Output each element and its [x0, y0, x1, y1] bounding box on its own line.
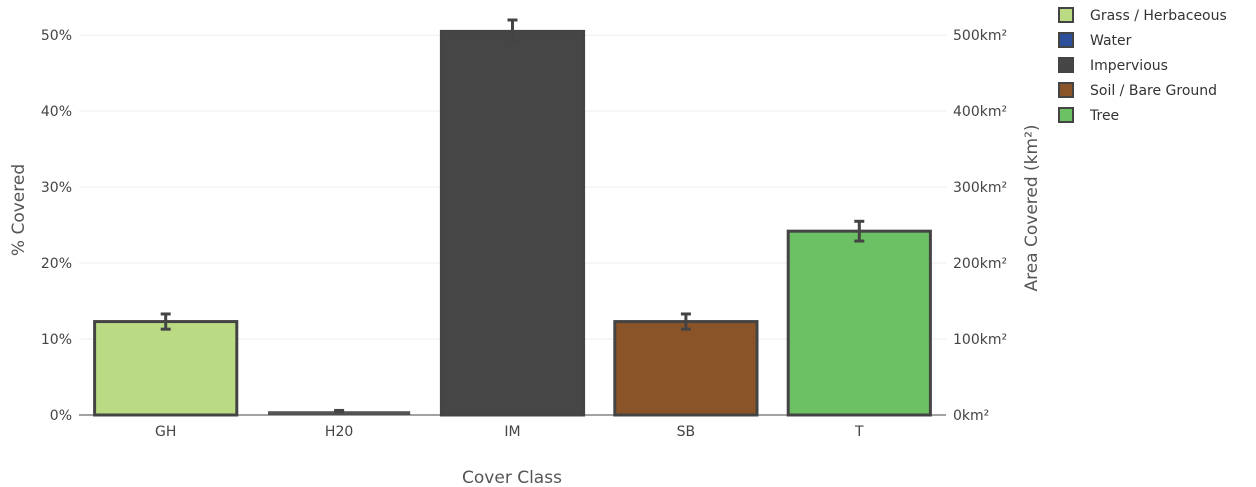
error-bar-sb — [680, 312, 691, 331]
legend-label: Tree — [1089, 108, 1119, 124]
y2-tick-label: 500km² — [953, 28, 1007, 44]
error-bar-gh — [160, 312, 171, 331]
legend-label: Soil / Bare Ground — [1090, 83, 1217, 99]
x-tick-label: GH — [155, 424, 176, 440]
bar-im — [439, 29, 586, 417]
legend-label: Grass / Herbaceous — [1090, 8, 1227, 24]
y-axis-title: % Covered — [9, 164, 29, 256]
legend-item[interactable]: Water — [1058, 32, 1132, 49]
legend-label: Water — [1090, 33, 1132, 49]
y-axis-ticks: 0% 10% 20% 30% 40% 50% — [41, 28, 72, 424]
y-tick-label: 30% — [41, 180, 72, 196]
x-tick-label: SB — [677, 424, 696, 440]
y-tick-label: 10% — [41, 332, 72, 348]
y2-tick-label: 300km² — [953, 180, 1007, 196]
x-axis-ticks: GH H20 IM SB T — [155, 424, 864, 440]
bars — [93, 18, 932, 417]
y2-tick-label: 0km² — [953, 408, 989, 424]
legend-swatch — [1058, 32, 1074, 48]
y2-tick-label: 100km² — [953, 332, 1007, 348]
y2-tick-label: 200km² — [953, 256, 1007, 272]
bar-sb — [613, 320, 759, 417]
y-tick-label: 20% — [41, 256, 72, 272]
y-tick-label: 40% — [41, 104, 72, 120]
error-bar-t — [854, 219, 865, 243]
legend-item[interactable]: Impervious — [1058, 57, 1168, 74]
y-tick-label: 0% — [50, 408, 72, 424]
x-axis-title: Cover Class — [462, 468, 562, 487]
x-tick-label: H20 — [325, 424, 353, 440]
bar-t — [786, 229, 932, 417]
legend-swatch — [1058, 7, 1074, 23]
bar-gh — [93, 320, 239, 417]
legend-swatch — [1058, 57, 1074, 73]
legend-swatch — [1058, 107, 1074, 123]
legend-item[interactable]: Tree — [1058, 107, 1119, 124]
x-tick-label: IM — [504, 424, 520, 440]
legend-item[interactable]: Grass / Herbaceous — [1058, 7, 1227, 24]
error-bar-h20 — [334, 408, 345, 414]
y2-axis-ticks: 0km² 100km² 200km² 300km² 400km² 500km² — [953, 28, 1007, 424]
legend-item[interactable]: Soil / Bare Ground — [1058, 82, 1217, 99]
x-tick-label: T — [854, 424, 864, 440]
legend-swatch — [1058, 82, 1074, 98]
legend: Grass / Herbaceous Water Impervious Soil / … — [1058, 7, 1227, 124]
y2-tick-label: 400km² — [953, 104, 1007, 120]
error-bar-im — [507, 18, 518, 45]
y-tick-label: 50% — [41, 28, 72, 44]
legend-label: Impervious — [1090, 58, 1168, 74]
y2-axis-title: Area Covered (km²) — [1022, 124, 1042, 291]
